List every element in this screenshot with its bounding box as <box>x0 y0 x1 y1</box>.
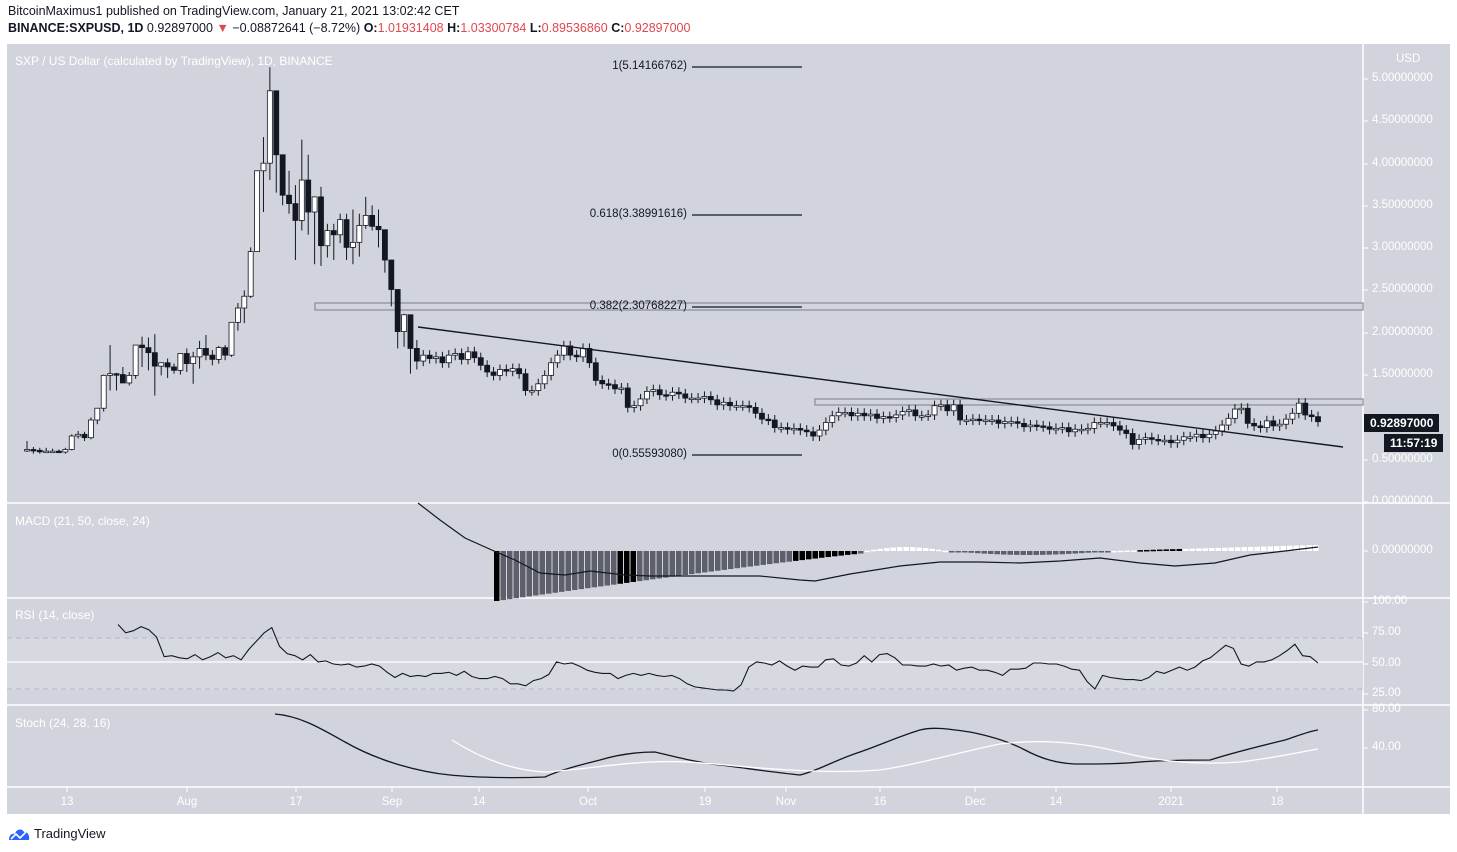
price-tick: 4.50000000 <box>1372 114 1433 126</box>
down-arrow-icon: ▼ <box>216 21 229 35</box>
fib-retracement[interactable] <box>692 66 802 456</box>
macd-signal-line <box>417 502 1319 582</box>
rsi-pane-title[interactable]: RSI (14, close) <box>15 608 95 622</box>
time-label: 16 <box>873 796 887 808</box>
time-label: 17 <box>289 796 303 808</box>
high-label: H: <box>447 21 461 35</box>
time-label: 2021 <box>1158 796 1184 808</box>
rsi-tick-100: 100.00 <box>1372 595 1408 607</box>
symbol-name[interactable]: BINANCE:SXPUSD, 1D <box>8 21 144 35</box>
price-tick: 4.00000000 <box>1372 157 1433 169</box>
macd-zero-tick: 0.00000000 <box>1372 544 1433 556</box>
pane-dividers <box>7 44 1450 814</box>
stoch-tick-40: 40.00 <box>1372 741 1401 753</box>
low-label: L: <box>529 21 542 35</box>
publish-info: BitcoinMaximus1 published on TradingView… <box>8 4 460 18</box>
resistance-box-2-3[interactable] <box>314 302 1364 311</box>
rsi-tick-50: 50.00 <box>1372 657 1401 669</box>
resistance-box-1-2[interactable] <box>814 398 1364 406</box>
stoch-tick-80: 80.00 <box>1372 703 1401 715</box>
descending-trendline[interactable] <box>417 326 1344 448</box>
low-value: 0.89536860 <box>541 21 608 35</box>
rsi-line <box>117 624 1319 692</box>
price-tick: 3.00000000 <box>1372 241 1433 253</box>
time-label: 13 <box>60 796 74 808</box>
fib-label-0: 0(0.55593080) <box>612 448 687 460</box>
axis-ticks <box>66 78 1368 792</box>
price-tick: 3.50000000 <box>1372 199 1433 211</box>
bar-countdown-tag: 11:57:19 <box>1384 434 1444 452</box>
price-tick: 5.00000000 <box>1372 72 1433 84</box>
macd-histogram <box>494 545 1319 601</box>
fib-label-0382: 0.382(2.30768227) <box>589 300 687 312</box>
time-label: Aug <box>176 796 198 808</box>
price-tick: 0.50000000 <box>1372 453 1433 465</box>
close-value: 0.92897000 <box>624 21 691 35</box>
current-price-tag: 0.92897000 <box>1364 414 1440 432</box>
rsi-tick-75: 75.00 <box>1372 626 1401 638</box>
price-pane-title: SXP / US Dollar (calculated by TradingVi… <box>15 54 333 68</box>
rsi-tick-25: 25.00 <box>1372 687 1401 699</box>
fib-label-0618: 0.618(3.38991616) <box>589 208 687 220</box>
stoch-pane-title[interactable]: Stoch (24, 28, 16) <box>15 716 111 730</box>
time-label: 14 <box>1049 796 1063 808</box>
price-tick: 1.50000000 <box>1372 368 1433 380</box>
close-label: C: <box>611 21 625 35</box>
tradingview-brand[interactable]: TradingView <box>8 826 106 841</box>
price-tick: 2.00000000 <box>1372 326 1433 338</box>
fib-label-1: 1(5.14166762) <box>612 60 687 72</box>
time-label: Sep <box>381 796 403 808</box>
symbol-ohlc-line: BINANCE:SXPUSD, 1D 0.92897000 ▼ −0.08872… <box>8 21 690 35</box>
currency-label: USD <box>1396 53 1421 65</box>
price-change: −0.08872641 (−8.72%) <box>232 21 361 35</box>
tradingview-logo-icon <box>9 829 30 840</box>
time-label: Oct <box>579 796 597 808</box>
stoch-d-line <box>451 739 1319 773</box>
time-label: 19 <box>698 796 712 808</box>
time-label: Nov <box>775 796 797 808</box>
open-value: 1.01931408 <box>377 21 444 35</box>
macd-pane-title[interactable]: MACD (21, 50, close, 24) <box>15 514 150 528</box>
rsi-band <box>7 638 1363 690</box>
last-price: 0.92897000 <box>146 21 213 35</box>
high-value: 1.03300784 <box>460 21 527 35</box>
rsi-band-lines <box>7 637 1363 690</box>
candlestick-series <box>24 67 1321 454</box>
time-label: Dec <box>964 796 986 808</box>
time-label: 18 <box>1270 796 1284 808</box>
brand-name: TradingView <box>34 826 106 841</box>
price-tick: 2.50000000 <box>1372 283 1433 295</box>
price-tick: 0.00000000 <box>1372 495 1433 507</box>
stoch-k-line <box>274 713 1319 779</box>
open-label: O: <box>363 21 378 35</box>
time-label: 14 <box>472 796 486 808</box>
